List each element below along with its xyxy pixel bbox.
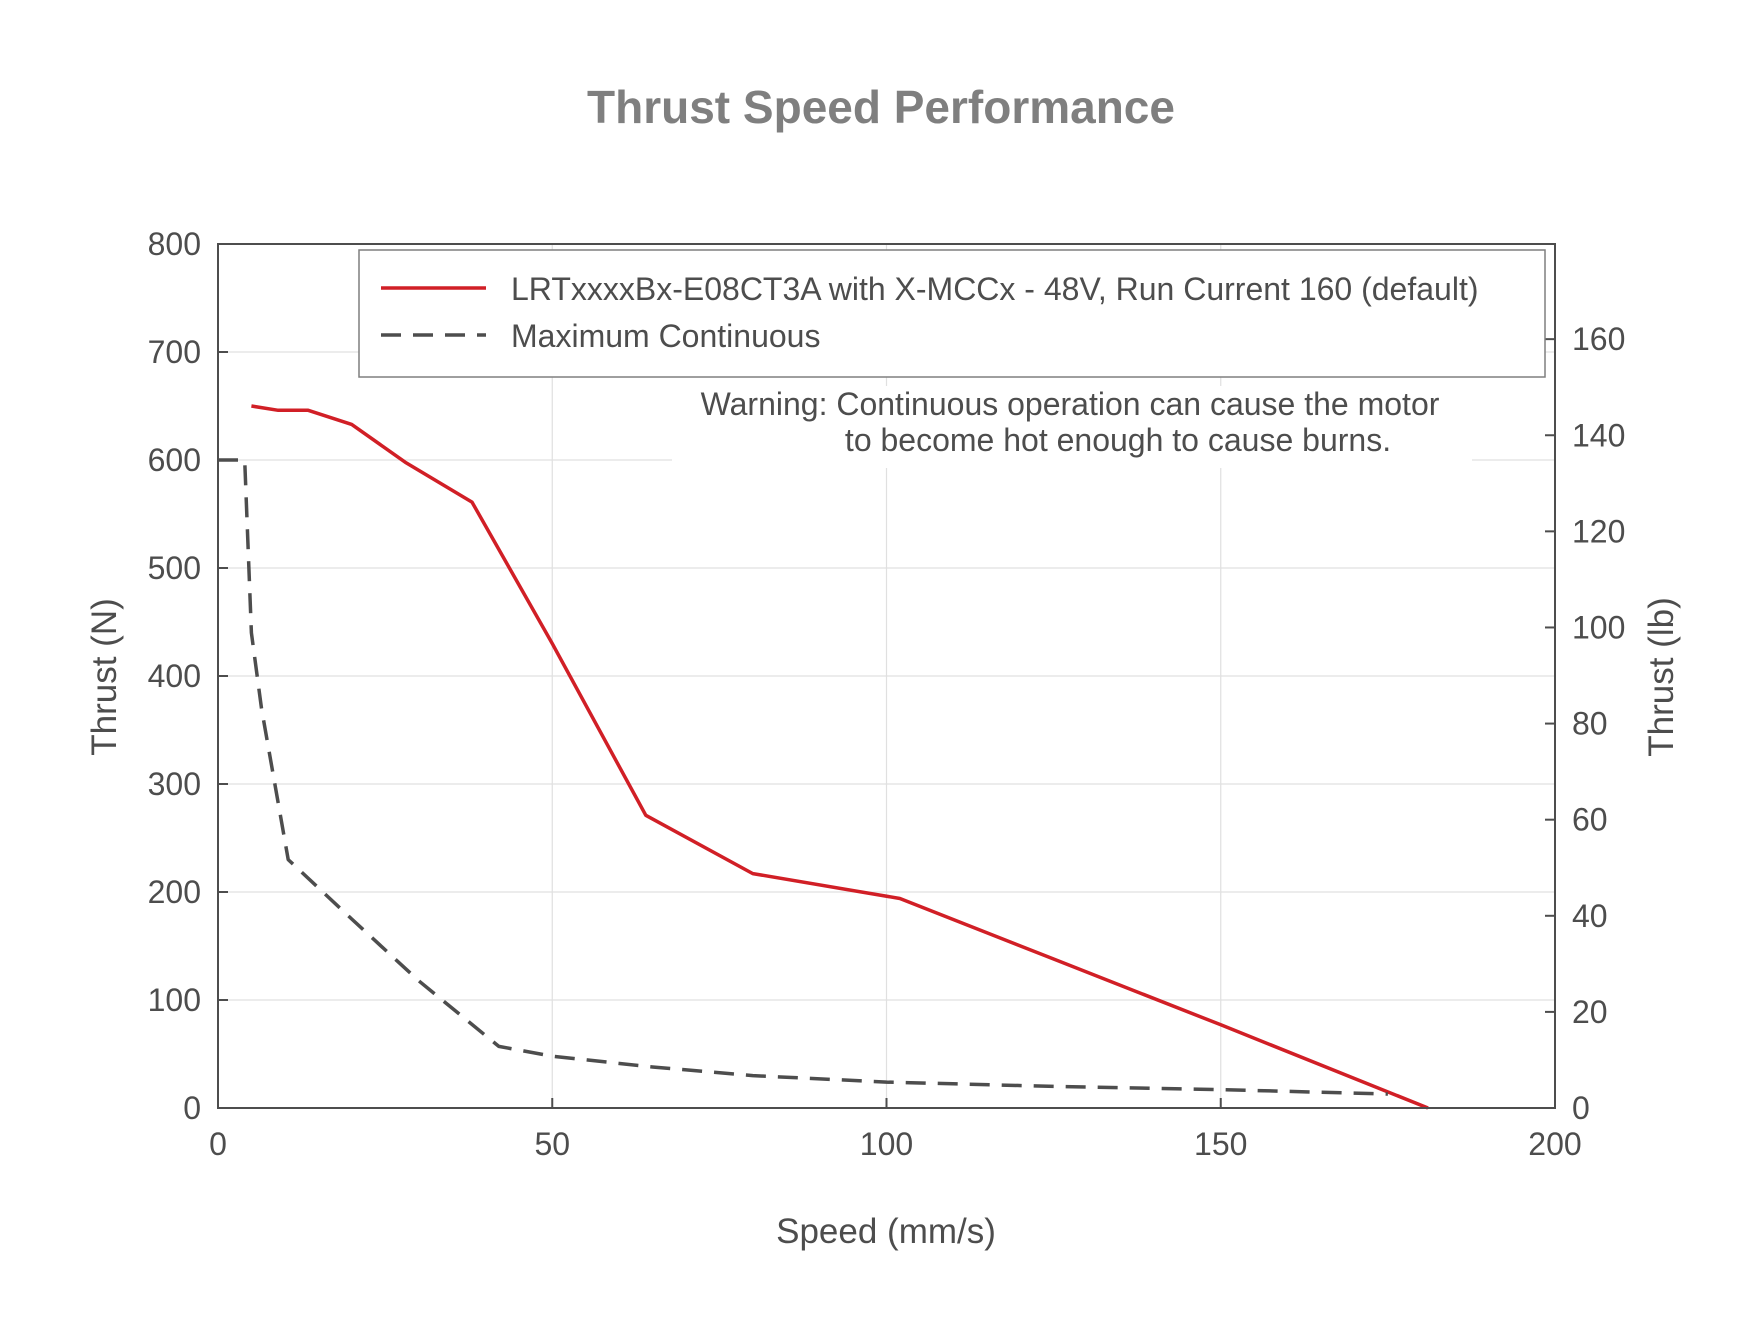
y-tick-label-right-1: 20	[1572, 994, 1608, 1030]
x-tick-label-2: 100	[860, 1126, 913, 1162]
legend-box	[358, 249, 1546, 378]
y-axis-label-left: Thrust (N)	[85, 598, 124, 756]
series-line-1	[251, 404, 1429, 1110]
y-tick-label-right-3: 60	[1572, 802, 1608, 838]
warning-line-1: Warning: Continuous operation can cause …	[701, 386, 1440, 422]
series-line-2	[218, 458, 1388, 1096]
y-tick-label-left-8: 800	[148, 226, 201, 262]
y-tick-label-left-6: 600	[148, 442, 201, 478]
x-axis-label: Speed (mm/s)	[776, 1212, 996, 1251]
y-tick-label-left-0: 0	[183, 1090, 201, 1126]
y-tick-label-left-2: 200	[148, 874, 201, 910]
legend: LRTxxxxBx-E08CT3A with X-MCCx - 48V, Run…	[358, 249, 1546, 378]
x-tick-label-3: 150	[1194, 1126, 1247, 1162]
x-tick-label-0: 0	[209, 1126, 227, 1162]
series-lines	[218, 404, 1429, 1110]
y-tick-label-left-5: 500	[148, 550, 201, 586]
chart-title: Thrust Speed Performance	[587, 81, 1175, 133]
legend-label-series-2: Maximum Continuous	[511, 318, 820, 354]
y-tick-label-right-5: 100	[1572, 609, 1625, 645]
warning-annotation: Warning: Continuous operation can cause …	[672, 386, 1472, 468]
y-tick-label-left-3: 300	[148, 766, 201, 802]
y-tick-label-right-0: 0	[1572, 1090, 1590, 1126]
y-tick-label-left-7: 700	[148, 334, 201, 370]
y-axis-label-right: Thrust (lb)	[1642, 597, 1681, 756]
warning-line-2: to become hot enough to cause burns.	[845, 422, 1391, 458]
y-tick-label-right-6: 120	[1572, 513, 1625, 549]
legend-label-series-1: LRTxxxxBx-E08CT3A with X-MCCx - 48V, Run…	[511, 271, 1478, 307]
y-tick-label-right-2: 40	[1572, 898, 1608, 934]
y-tick-label-left-1: 100	[148, 982, 201, 1018]
warning-background	[672, 386, 1472, 468]
y-tick-label-right-7: 140	[1572, 417, 1625, 453]
y-tick-label-right-8: 160	[1572, 321, 1625, 357]
axes: 0 50 100 150 2000100200300400500600700800020…	[148, 226, 1626, 1162]
x-tick-label-4: 200	[1528, 1126, 1581, 1162]
y-tick-label-left-4: 400	[148, 658, 201, 694]
y-tick-label-right-4: 80	[1572, 706, 1608, 742]
x-tick-label-1: 50	[534, 1126, 570, 1162]
